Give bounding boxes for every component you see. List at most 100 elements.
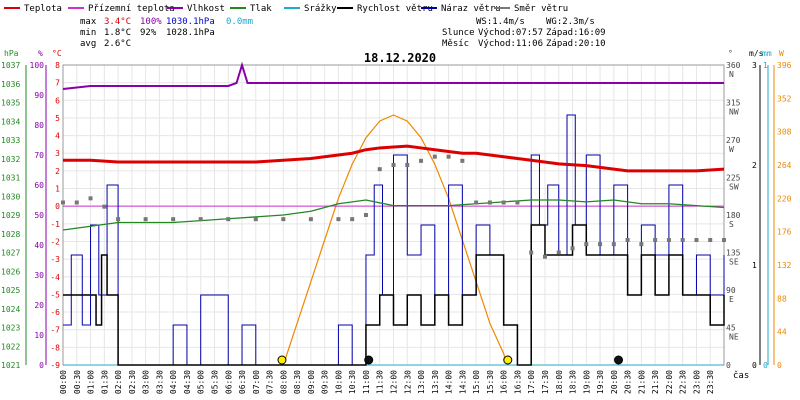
solar-tick-label: 264	[777, 161, 792, 170]
legend: Teplota Přízemní teplota Vlhkost Tlak Srážky…	[4, 4, 568, 14]
wind-dir-point	[377, 167, 382, 172]
time-tick-label: 20:30	[624, 370, 633, 394]
time-tick-label: 11:30	[376, 370, 385, 394]
moonrise-time: Východ:11:06	[478, 39, 543, 49]
wind-dir-compass-label: SE	[729, 258, 739, 267]
wind-dir-compass-label: W	[729, 145, 734, 154]
wind-speed-tick-label: 1	[752, 261, 757, 270]
time-tick-label: 15:00	[472, 370, 481, 394]
pressure-tick-label: 1036	[1, 80, 20, 89]
time-tick-label: 03:30	[155, 370, 164, 394]
humidity-tick-label: 90	[34, 91, 44, 100]
time-tick-label: 23:30	[706, 370, 715, 394]
legend-label: Srážky	[304, 4, 337, 14]
solar-tick-label: 176	[777, 228, 792, 237]
time-tick-label: 06:30	[238, 370, 247, 394]
humidity-unit: %	[38, 49, 43, 58]
sunrise-marker	[277, 355, 287, 365]
wind-dir-point	[88, 196, 93, 201]
legend-label: Směr větru	[514, 4, 568, 14]
wind-dir-compass-label: NW	[729, 108, 739, 117]
temperature-tick-label: -8	[50, 343, 60, 352]
wind-dir-tick-label: 180	[726, 211, 741, 220]
time-tick-label: 02:00	[114, 370, 123, 394]
wind-dir-point	[556, 250, 561, 255]
time-tick-label: 21:00	[637, 370, 646, 394]
time-tick-label: 04:30	[183, 370, 192, 394]
series-solar	[282, 114, 509, 366]
legend-label: Rychlost větru	[357, 4, 433, 14]
stat-max-temp: 3.4°C	[104, 17, 131, 27]
stat-min-temp: 1.8°C	[104, 28, 131, 38]
wind-dir-point	[446, 154, 451, 159]
wind-dir-point	[474, 200, 479, 205]
sunrise-time: Východ:07:57	[478, 28, 543, 38]
wind-dir-point	[102, 204, 107, 209]
time-axis-label: čas	[733, 370, 749, 381]
series-temperature	[63, 144, 725, 173]
stats-header: max 3.4°C 100% 1030.1hPa 0.0mm min 1.8°C…	[80, 17, 606, 65]
wind-dir-point	[611, 242, 616, 247]
pressure-tick-label: 1037	[1, 61, 20, 70]
temperature-tick-label: 7	[55, 79, 60, 88]
time-tick-label: 10:00	[334, 370, 343, 394]
temperature-tick-label: -6	[50, 308, 60, 317]
wind-dir-point	[391, 163, 396, 167]
time-tick-label: 22:30	[679, 370, 688, 394]
wind-dir-point	[405, 163, 410, 167]
wind-dir-point	[308, 217, 313, 222]
pressure-tick-label: 1023	[1, 324, 20, 333]
rain-tick-label: 0	[763, 361, 768, 370]
time-tick-label: 22:00	[665, 370, 674, 394]
moonset-time: Západ:20:10	[546, 39, 606, 49]
stat-min-hum: 92%	[140, 28, 157, 38]
wind-dir-compass-label: SW	[729, 183, 739, 192]
wind-dir-point	[336, 217, 341, 222]
pressure-tick-label: 1032	[1, 155, 20, 164]
wind-dir-point	[350, 217, 355, 222]
wind-dir-point	[653, 238, 658, 242]
solar-tick-label: 308	[777, 128, 792, 137]
pressure-tick-label: 1035	[1, 99, 20, 108]
wind-dir-tick-label: 225	[726, 174, 741, 183]
time-tick-label: 02:30	[128, 370, 137, 394]
temperature-tick-label: -2	[50, 237, 60, 246]
temperature-tick-label: -4	[50, 273, 60, 282]
solar-tick-label: 44	[777, 328, 787, 337]
solar-tick-label: 132	[777, 261, 792, 270]
wind-dir-tick-label: 360	[726, 61, 741, 70]
time-tick-label: 16:30	[513, 370, 522, 394]
temperature-tick-label: 5	[55, 114, 60, 123]
wind-dir-tick-label: 135	[726, 249, 741, 258]
time-tick-label: 12:30	[403, 370, 412, 394]
humidity-tick-label: 70	[34, 151, 44, 160]
humidity-tick-label: 40	[34, 241, 44, 250]
wind-dir-point	[666, 238, 671, 242]
pressure-tick-label: 1030	[1, 192, 20, 201]
time-tick-label: 07:30	[266, 370, 275, 394]
temperature-tick-label: -3	[50, 255, 60, 264]
wind-speed-tick-label: 0	[752, 361, 757, 370]
wind-dir-point	[680, 238, 685, 242]
wind-dir-point	[487, 200, 492, 205]
wind-dir-unit: °	[728, 49, 733, 58]
wind-dir-point	[281, 217, 286, 222]
wind-dir-tick-label: 315	[726, 99, 741, 108]
humidity-tick-label: 0	[39, 361, 44, 370]
time-tick-label: 10:30	[348, 370, 357, 394]
legend-label: Přízemní teplota	[88, 4, 175, 14]
wind-dir-point	[501, 200, 506, 205]
temperature-tick-label: -1	[50, 220, 60, 229]
wind-dir-compass-label: N	[729, 70, 734, 79]
humidity-tick-label: 20	[34, 301, 44, 310]
wind-dir-point	[419, 158, 424, 163]
sunset-time: Západ:16:09	[546, 28, 606, 38]
legend-label: Teplota	[24, 4, 62, 14]
pressure-tick-label: 1024	[1, 305, 20, 314]
time-tick-label: 00:30	[73, 370, 82, 394]
temperature-tick-label: 8	[55, 61, 60, 70]
time-tick-label: 06:00	[224, 370, 233, 394]
time-tick-label: 13:30	[431, 370, 440, 394]
pressure-tick-label: 1027	[1, 249, 20, 258]
